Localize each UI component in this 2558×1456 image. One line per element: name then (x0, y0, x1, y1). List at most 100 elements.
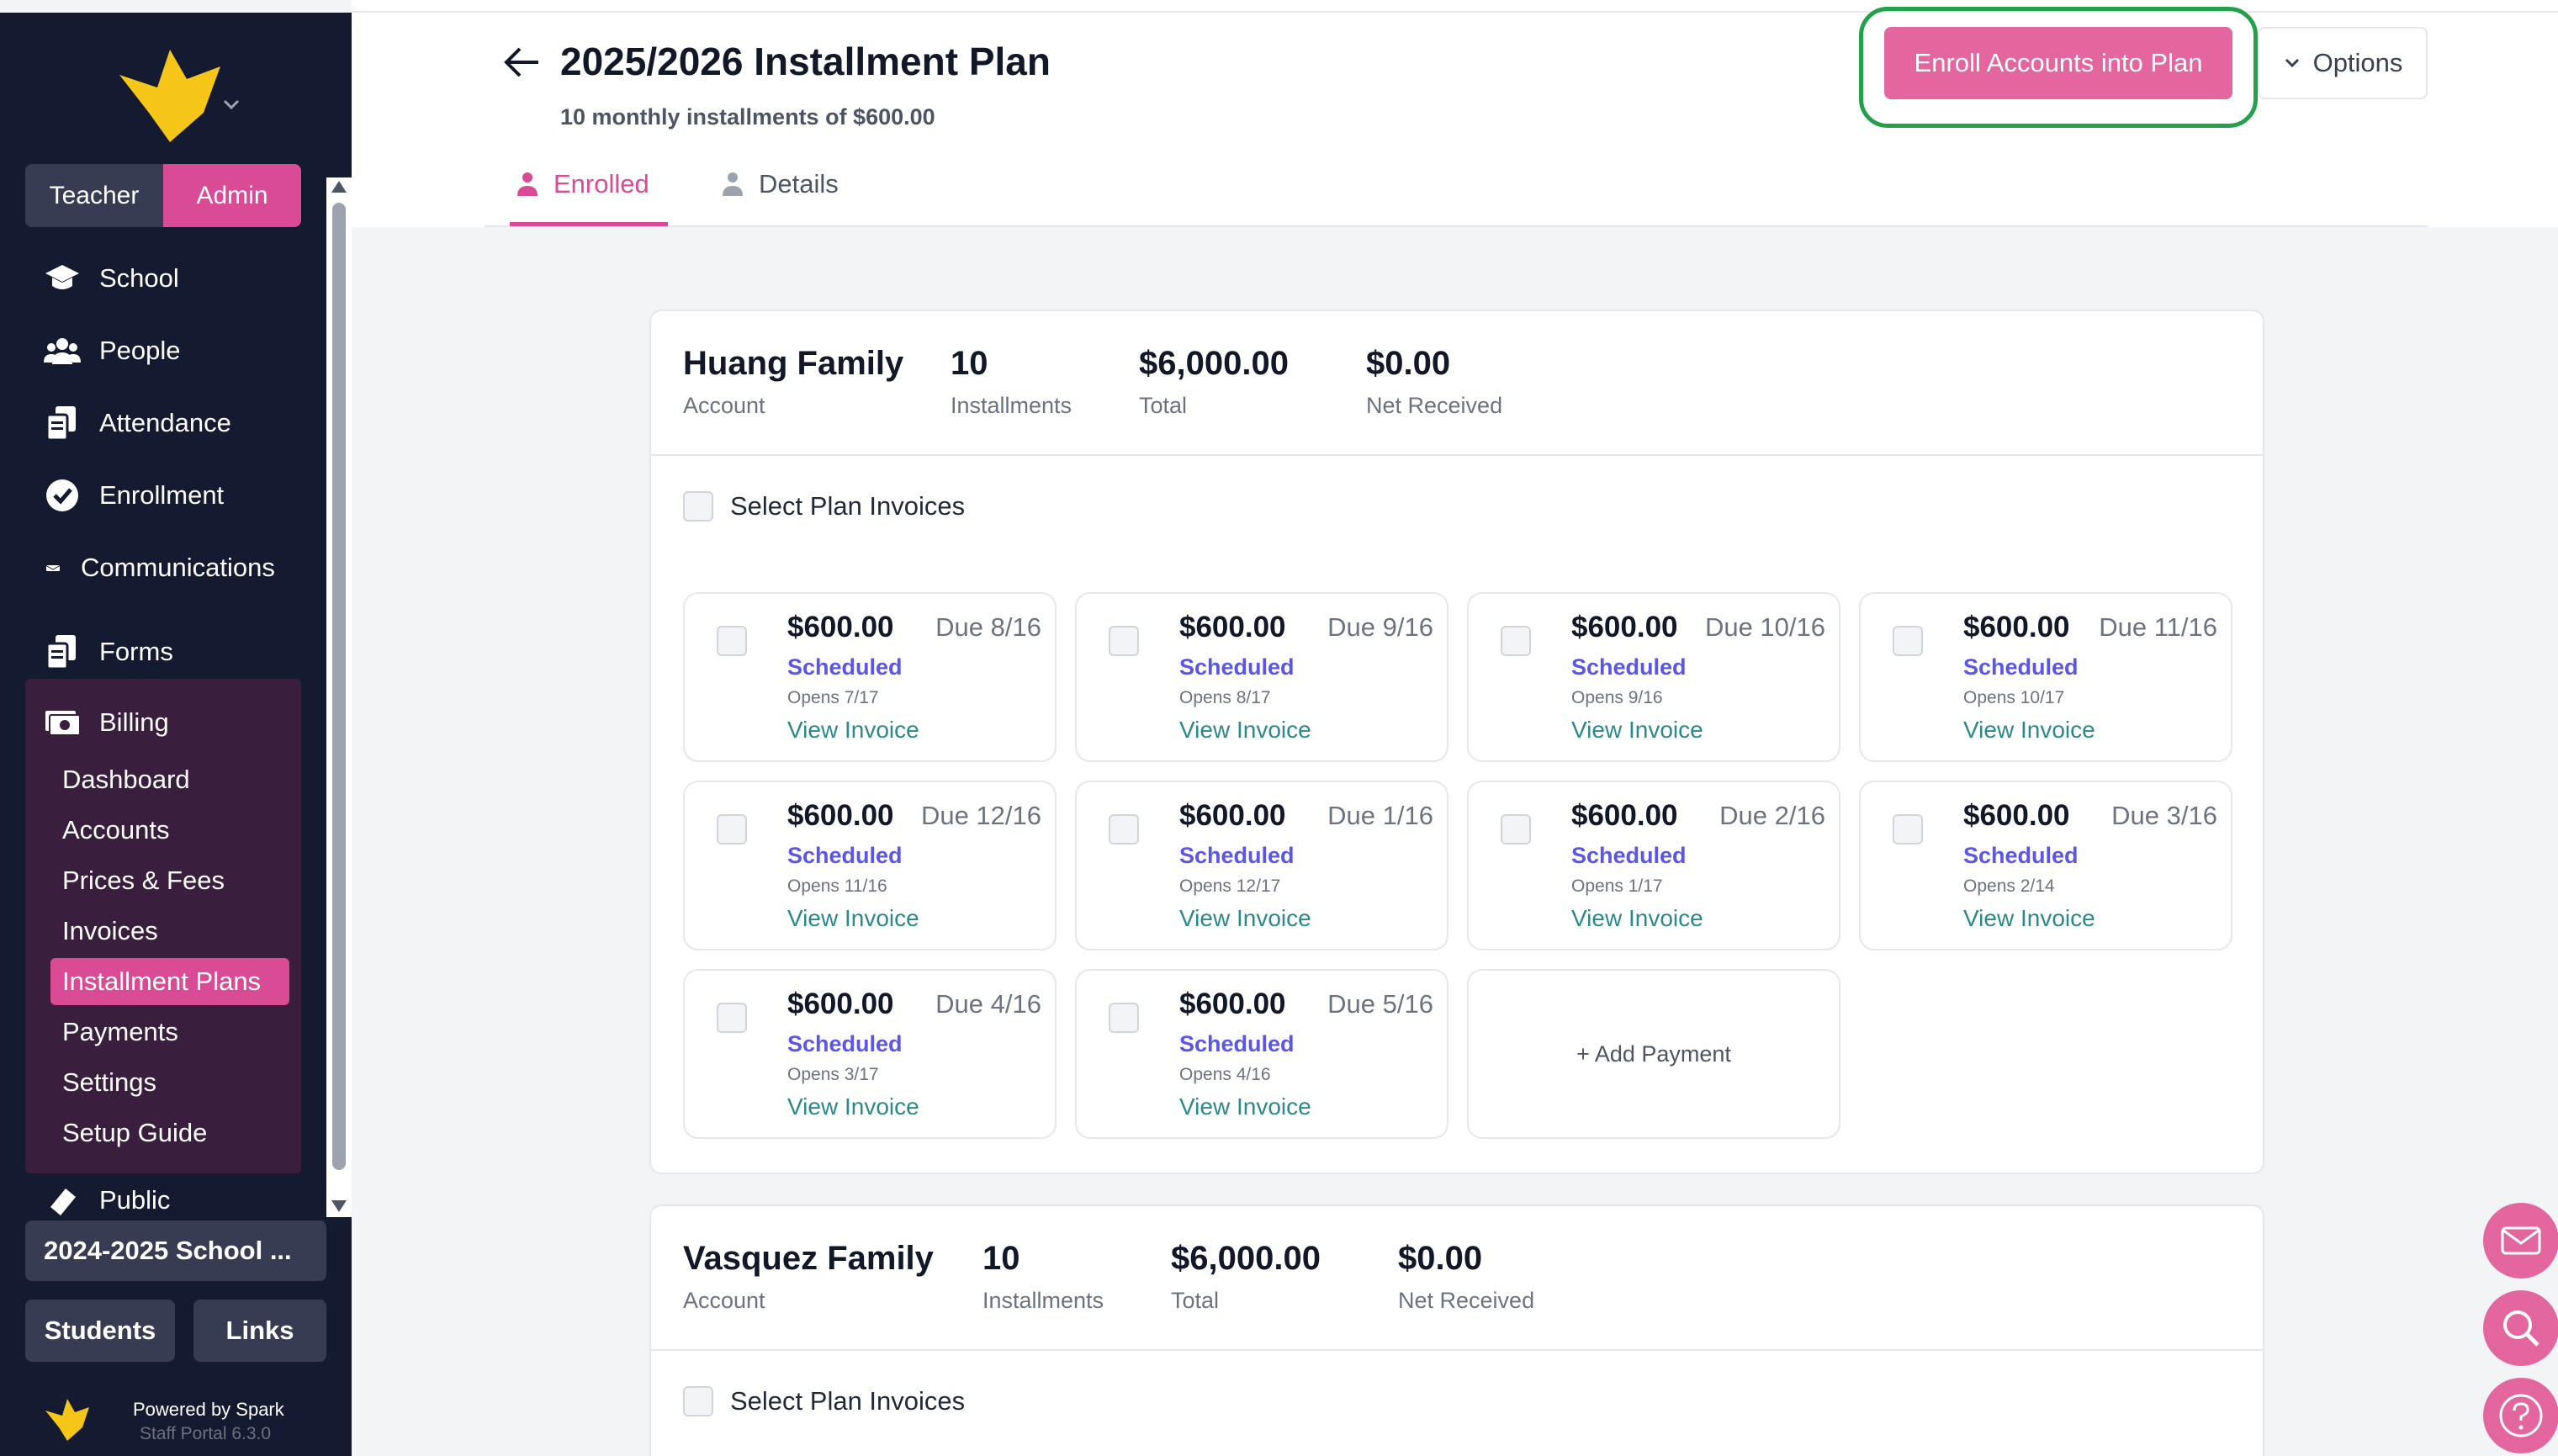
installment-amount: $600.00 (1963, 611, 2070, 643)
billing-sub-installment-plans[interactable]: Installment Plans (50, 958, 289, 1005)
nav-attendance-label: Attendance (99, 408, 231, 437)
billing-sub-invoices[interactable]: Invoices (62, 916, 158, 945)
installment-card: $600.00 Due 12/16 Scheduled Opens 11/16 … (683, 781, 1057, 950)
installment-checkbox[interactable] (717, 1003, 747, 1033)
installment-due: Due 9/16 (1327, 612, 1433, 642)
installment-checkbox[interactable] (1501, 814, 1531, 844)
scroll-down-icon[interactable] (331, 1200, 347, 1212)
person-icon (517, 172, 538, 196)
total-value: $6,000.00 (1171, 1240, 1321, 1277)
total-stat: $6,000.00 Total (1171, 1240, 1321, 1314)
installment-amount: $600.00 (1179, 611, 1286, 643)
spark-logo-small-icon (45, 1399, 89, 1441)
installments-stat: 10 Installments (951, 345, 1072, 419)
installment-due: Due 2/16 (1719, 801, 1825, 830)
installment-checkbox[interactable] (717, 626, 747, 656)
installments-label: Installments (982, 1288, 1104, 1313)
installment-checkbox[interactable] (1893, 626, 1923, 656)
installment-checkbox[interactable] (717, 814, 747, 844)
sidebar-scrollbar[interactable] (326, 177, 352, 1217)
search-icon (2503, 1310, 2539, 1347)
nav-enrollment[interactable]: Enrollment (44, 470, 224, 521)
net-received-stat: $0.00 Net Received (1366, 345, 1502, 419)
nav-public-label: Public (99, 1185, 171, 1215)
installment-status: Scheduled (1179, 1031, 1295, 1056)
scroll-up-icon[interactable] (331, 181, 347, 193)
installment-card: $600.00 Due 3/16 Scheduled Opens 2/14 Vi… (1859, 781, 2232, 950)
students-button[interactable]: Students (25, 1300, 175, 1362)
tab-enrolled-label: Enrolled (553, 169, 649, 199)
account-summary: Huang Family Account 10 Installments $6,… (651, 311, 2263, 456)
billing-sub-dashboard[interactable]: Dashboard (62, 765, 190, 794)
select-plan-invoices[interactable]: Select Plan Invoices (683, 491, 965, 522)
installment-checkbox[interactable] (1893, 814, 1923, 844)
nav-public[interactable]: Public (44, 1183, 170, 1217)
nav-forms[interactable]: Forms (44, 627, 173, 677)
view-invoice-link[interactable]: View Invoice (1179, 717, 1311, 743)
installments-value: 10 (982, 1240, 1020, 1277)
installment-amount: $600.00 (1179, 799, 1286, 832)
graduation-cap-icon (45, 265, 79, 289)
select-plan-invoices[interactable]: Select Plan Invoices (683, 1386, 965, 1416)
billing-sub-settings[interactable]: Settings (62, 1067, 157, 1097)
view-invoice-link[interactable]: View Invoice (787, 905, 919, 931)
installment-opens: Opens 7/17 (787, 688, 879, 707)
tab-enrolled[interactable]: Enrolled (516, 163, 649, 205)
installments-label: Installments (951, 393, 1072, 418)
role-teacher-button[interactable]: Teacher (25, 164, 163, 227)
view-invoice-link[interactable]: View Invoice (1179, 1093, 1311, 1120)
search-fab[interactable] (2483, 1290, 2558, 1366)
view-invoice-link[interactable]: View Invoice (1963, 905, 2095, 931)
enroll-accounts-button[interactable]: Enroll Accounts into Plan (1884, 27, 2232, 99)
view-invoice-link[interactable]: View Invoice (1571, 905, 1703, 931)
chevron-down-icon[interactable] (220, 93, 242, 115)
school-year-selector[interactable]: 2024-2025 School ... (25, 1220, 326, 1281)
billing-sub-setup-guide[interactable]: Setup Guide (62, 1118, 208, 1147)
installment-checkbox[interactable] (1109, 1003, 1139, 1033)
net-received-value: $0.00 (1398, 1240, 1483, 1277)
options-button[interactable]: Options (2258, 27, 2428, 99)
nav-billing[interactable]: Billing (44, 697, 169, 748)
nav-attendance[interactable]: Attendance (44, 398, 231, 448)
installment-checkbox[interactable] (1109, 626, 1139, 656)
installment-card: $600.00 Due 1/16 Scheduled Opens 12/17 V… (1075, 781, 1448, 950)
add-payment-button[interactable]: + Add Payment (1467, 969, 1840, 1139)
installment-opens: Opens 1/17 (1571, 876, 1663, 896)
nav-school[interactable]: School (44, 253, 179, 304)
envelope-icon (45, 565, 61, 571)
account-name[interactable]: Huang Family (683, 345, 904, 382)
account-name[interactable]: Vasquez Family (683, 1240, 934, 1277)
installment-amount: $600.00 (787, 611, 894, 643)
tab-details[interactable]: Details (722, 163, 839, 205)
select-all-checkbox[interactable] (683, 1386, 713, 1416)
role-admin-button[interactable]: Admin (163, 164, 301, 227)
view-invoice-link[interactable]: View Invoice (787, 717, 919, 743)
links-button[interactable]: Links (193, 1300, 326, 1362)
tab-details-label: Details (759, 169, 839, 199)
view-invoice-link[interactable]: View Invoice (787, 1093, 919, 1120)
billing-sub-prices-fees[interactable]: Prices & Fees (62, 866, 225, 895)
back-arrow-icon[interactable] (501, 44, 542, 81)
spark-logo-icon[interactable] (119, 50, 246, 142)
installment-due: Due 8/16 (935, 612, 1041, 642)
nav-people[interactable]: People (44, 326, 181, 376)
installment-status: Scheduled (1963, 843, 2079, 868)
nav-communications[interactable]: Communications (44, 543, 275, 593)
help-fab[interactable] (2483, 1378, 2558, 1453)
billing-sub-accounts[interactable]: Accounts (62, 815, 170, 844)
installment-checkbox[interactable] (1109, 814, 1139, 844)
net-received-value: $0.00 (1366, 345, 1451, 382)
installment-amount: $600.00 (1179, 987, 1286, 1020)
help-icon (2499, 1394, 2543, 1437)
view-invoice-link[interactable]: View Invoice (1571, 717, 1703, 743)
installment-checkbox[interactable] (1501, 626, 1531, 656)
people-icon (44, 338, 81, 364)
account-name-stat: Huang Family Account (683, 345, 903, 419)
view-invoice-link[interactable]: View Invoice (1179, 905, 1311, 931)
mail-fab[interactable] (2483, 1203, 2558, 1279)
scrollbar-thumb[interactable] (332, 203, 346, 1170)
view-invoice-link[interactable]: View Invoice (1963, 717, 2095, 743)
forms-icon (45, 635, 76, 670)
billing-sub-payments[interactable]: Payments (62, 1017, 178, 1046)
select-all-checkbox[interactable] (683, 491, 713, 522)
